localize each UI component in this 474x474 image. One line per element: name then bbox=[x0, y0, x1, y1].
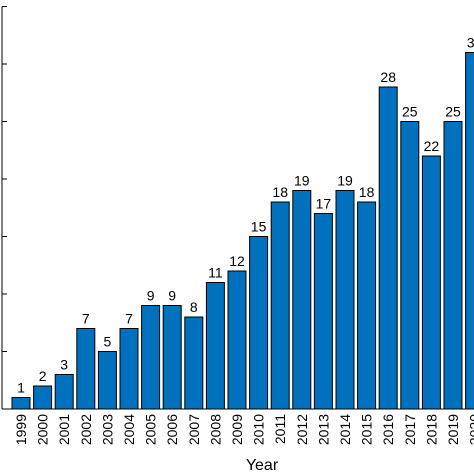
x-tick-label: 2008 bbox=[207, 414, 223, 445]
value-label: 17 bbox=[316, 196, 332, 212]
bar bbox=[205, 282, 225, 410]
x-tick-label: 2014 bbox=[337, 414, 353, 445]
value-label: 12 bbox=[229, 253, 245, 269]
bar bbox=[97, 351, 117, 410]
value-label: 2 bbox=[39, 368, 47, 384]
x-tick-label: 1999 bbox=[13, 414, 29, 445]
bar bbox=[184, 316, 204, 410]
bar bbox=[141, 305, 161, 410]
x-tick-label: 2006 bbox=[164, 414, 180, 445]
bar bbox=[33, 385, 53, 410]
x-tick-label: 2005 bbox=[143, 414, 159, 445]
x-tick-label: 2004 bbox=[121, 414, 137, 445]
value-label: 19 bbox=[294, 173, 310, 189]
x-tick-label: 2009 bbox=[229, 414, 245, 445]
bar bbox=[54, 374, 74, 410]
bar bbox=[443, 121, 463, 410]
x-tick-label: 2018 bbox=[423, 414, 439, 445]
x-tick-label: 2017 bbox=[402, 414, 418, 445]
value-label: 22 bbox=[424, 138, 440, 154]
x-tick-label: 2007 bbox=[186, 414, 202, 445]
x-tick-label: 2010 bbox=[251, 414, 267, 445]
value-label: 31 bbox=[467, 35, 474, 51]
value-label: 25 bbox=[402, 104, 418, 120]
value-label: 18 bbox=[359, 184, 375, 200]
x-tick-label: 2019 bbox=[445, 414, 461, 445]
bar bbox=[11, 397, 31, 410]
x-tick-label: 2003 bbox=[99, 414, 115, 445]
x-tick-label: 2020 bbox=[467, 414, 474, 445]
value-label: 1 bbox=[17, 380, 25, 396]
value-label: 18 bbox=[272, 184, 288, 200]
value-label: 9 bbox=[147, 288, 155, 304]
x-tick-label: 2011 bbox=[272, 414, 288, 444]
bar bbox=[400, 121, 420, 410]
value-label: 8 bbox=[190, 299, 198, 315]
bar bbox=[162, 305, 182, 410]
bar bbox=[421, 155, 441, 410]
value-label: 7 bbox=[82, 311, 90, 327]
value-label: 19 bbox=[337, 173, 353, 189]
bar bbox=[357, 201, 377, 410]
x-tick-label: 2012 bbox=[294, 414, 310, 445]
value-label: 9 bbox=[168, 288, 176, 304]
bar bbox=[76, 328, 96, 410]
x-tick-label: 2013 bbox=[315, 414, 331, 445]
x-tick-label: 2001 bbox=[56, 414, 72, 445]
value-label: 5 bbox=[104, 334, 112, 350]
bar bbox=[270, 201, 290, 410]
x-tick-label: 2015 bbox=[359, 414, 375, 445]
bar bbox=[292, 190, 312, 410]
value-label: 7 bbox=[125, 311, 133, 327]
value-label: 28 bbox=[380, 69, 396, 85]
value-label: 11 bbox=[208, 265, 223, 281]
x-axis-label: Year bbox=[246, 457, 279, 474]
bar bbox=[335, 190, 355, 410]
x-tick-label: 2016 bbox=[380, 414, 396, 445]
x-tick-label: 2002 bbox=[78, 414, 94, 445]
bar bbox=[378, 86, 398, 410]
value-label: 15 bbox=[251, 219, 267, 235]
bar bbox=[249, 236, 269, 410]
bar bbox=[119, 328, 139, 410]
value-label: 3 bbox=[60, 357, 68, 373]
bar bbox=[465, 52, 474, 410]
x-tick-label: 2000 bbox=[35, 414, 51, 445]
value-label: 25 bbox=[445, 104, 461, 120]
bar bbox=[227, 270, 247, 410]
bar bbox=[313, 213, 333, 410]
